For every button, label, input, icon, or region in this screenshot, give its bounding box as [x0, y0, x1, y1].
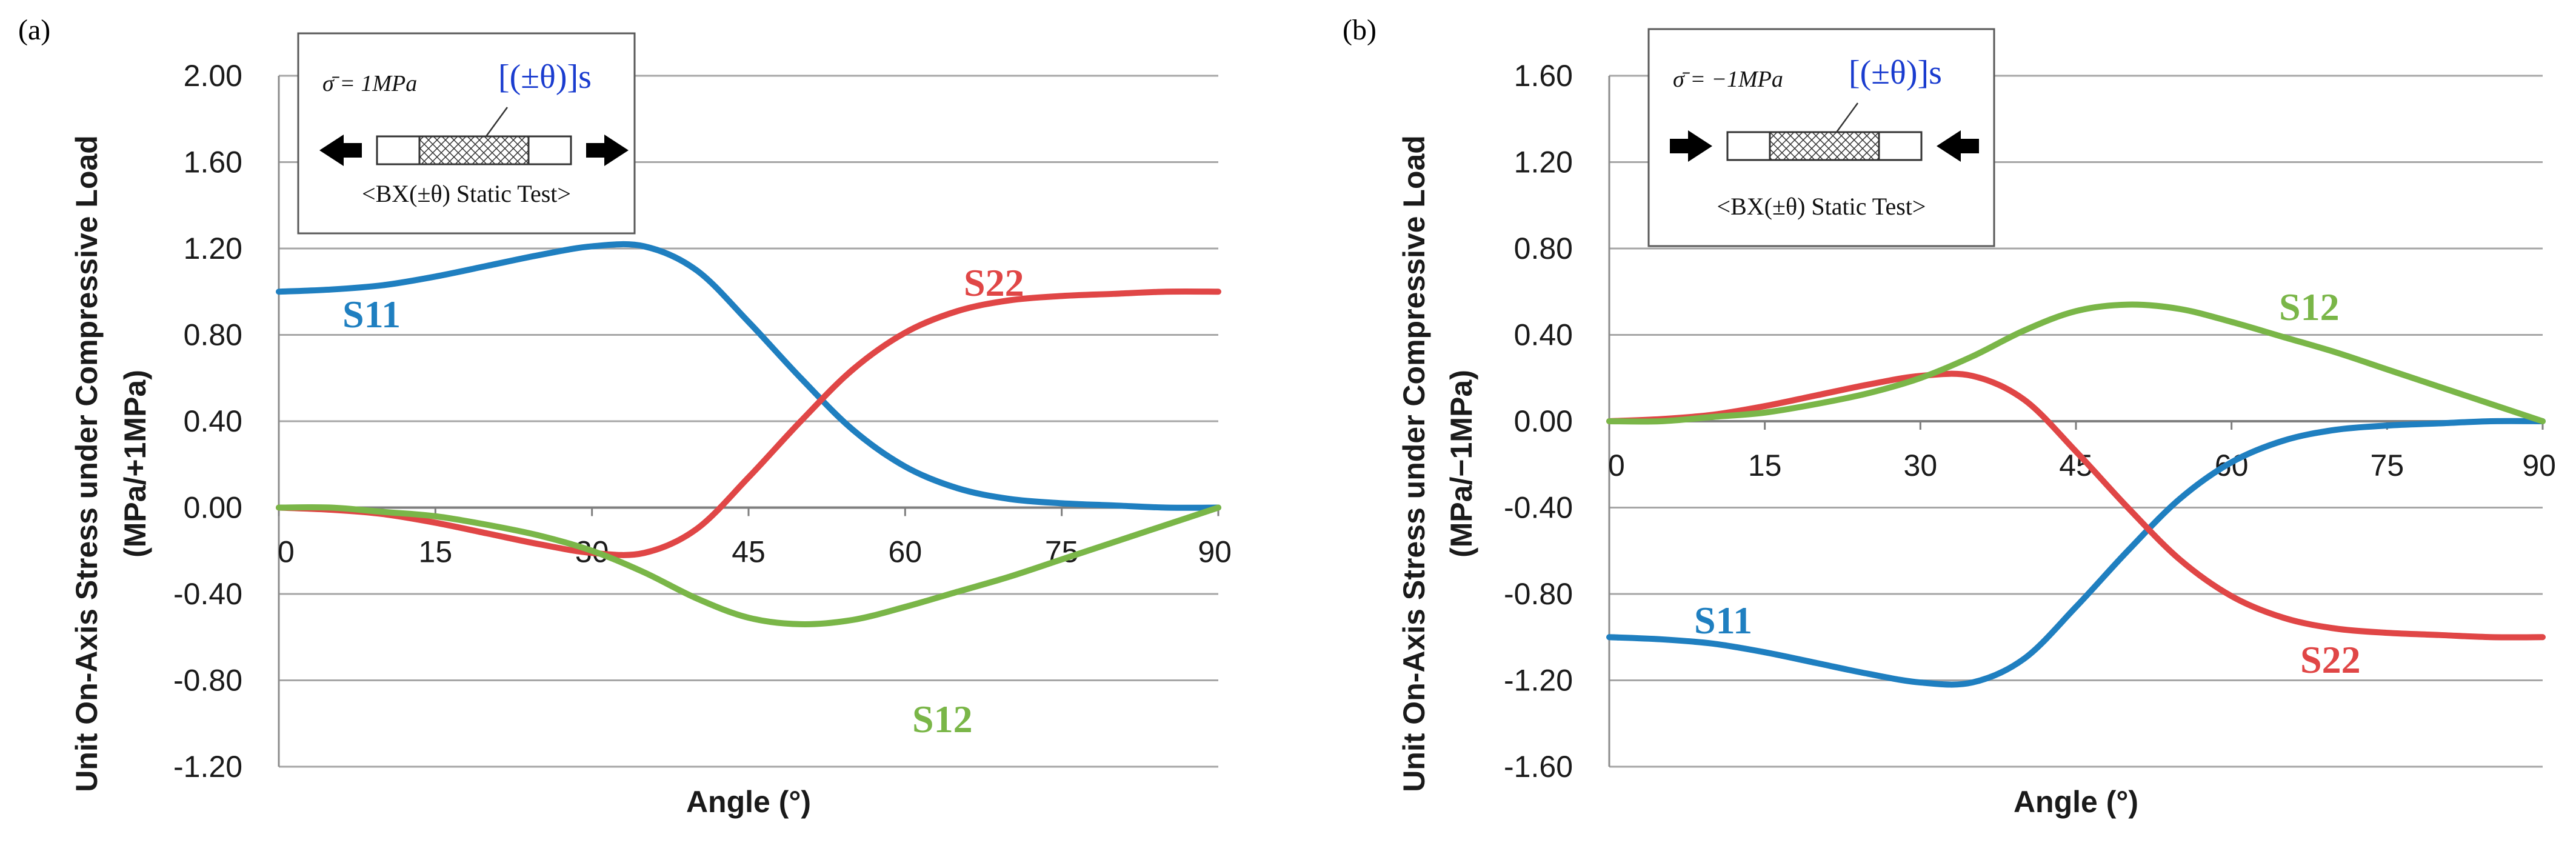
y-tick-label: 0.80	[184, 318, 242, 352]
y-axis-title: Unit On-Axis Stress under Compressive Lo…	[70, 135, 104, 792]
y-tick-label: 1.60	[1514, 59, 1573, 93]
series-label-s22: S22	[964, 261, 1024, 304]
y-tick-label: -1.20	[173, 750, 242, 784]
arrow-right-icon	[1670, 130, 1712, 162]
series-line-s22	[1606, 370, 2546, 641]
x-tick-label: 30	[1904, 449, 1938, 482]
x-tick-label: 90	[1198, 535, 1232, 569]
inset-stress-label: σ̄ = −1MPa	[1673, 67, 1783, 92]
inset-layup-label: [(±θ)]s	[1849, 54, 1942, 92]
series-line-s12	[276, 504, 1221, 627]
series-label-s22: S22	[2300, 638, 2361, 681]
arrow-right-icon	[586, 135, 629, 166]
x-tick-label: 75	[2371, 449, 2404, 482]
inset-stress-label: σ̄ = 1MPa	[322, 71, 417, 96]
series-line-s11	[276, 241, 1221, 511]
y-tick-label: -1.60	[1504, 750, 1573, 784]
x-tick-label: 0	[278, 535, 295, 569]
y-tick-label: 0.40	[184, 404, 242, 438]
series-label-s12: S12	[2279, 285, 2340, 328]
y-tick-label: 2.00	[184, 59, 242, 93]
x-tick-label: 45	[732, 535, 766, 569]
x-tick-label: 60	[889, 535, 923, 569]
specimen-laminate	[1769, 131, 1880, 161]
y-tick-label: -0.40	[1504, 491, 1573, 525]
y-tick-label: -0.80	[173, 664, 242, 698]
series-label-s11: S11	[342, 293, 401, 336]
y-tick-label: 0.80	[1514, 232, 1573, 265]
x-tick-label: 15	[419, 535, 453, 569]
layup-leader-line	[485, 107, 509, 137]
chart-panel-b: 1.60 1.20 0.80 0.40 0.00 -0.40 -0.80 -1.20 -1.60…	[1343, 14, 2556, 819]
y-axis-title-units: (MPa/−1MPa)	[1444, 370, 1478, 558]
y-tick-label: 0.40	[1514, 318, 1573, 352]
chart-panel-a: 2.00 1.60 1.20 0.80 0.40 0.00 -0.40 -0.80 -1.20 0…	[18, 14, 1232, 819]
y-tick-label: 1.60	[184, 145, 242, 179]
specimen-laminate	[418, 135, 530, 165]
arrow-left-icon	[1937, 130, 1979, 162]
y-tick-label: -0.40	[173, 577, 242, 611]
series-label-s12: S12	[912, 698, 973, 741]
y-tick-label: -0.80	[1504, 577, 1573, 611]
arrow-left-icon	[319, 135, 362, 166]
inset-test-label: <BX(±θ) Static Test>	[1717, 193, 1926, 220]
series-line-s22	[276, 288, 1221, 558]
x-tick-label: 0	[1608, 449, 1625, 482]
y-tick-label: -1.20	[1504, 664, 1573, 698]
y-tick-label: 0.00	[184, 491, 242, 525]
x-axis-title: Angle (°)	[686, 785, 811, 819]
panel-label: (a)	[18, 14, 50, 46]
series-line-s11	[1606, 418, 2546, 688]
inset-diagram: σ̄ = 1MPa [(±θ)]s <BX(±θ) Static Test>	[297, 32, 636, 235]
y-tick-label: 1.20	[1514, 145, 1573, 179]
inset-test-label: <BX(±θ) Static Test>	[362, 180, 571, 207]
y-tick-label: 0.00	[1514, 404, 1573, 438]
series-label-s11: S11	[1694, 599, 1752, 642]
x-tick-label: 90	[2522, 449, 2556, 482]
inset-frame	[297, 32, 636, 235]
x-tick-label: 15	[1748, 449, 1782, 482]
panel-label: (b)	[1343, 14, 1376, 46]
layup-leader-line	[1835, 102, 1859, 133]
inset-diagram: σ̄ = −1MPa [(±θ)]s <BX(±θ) Static Test>	[1647, 28, 1995, 247]
y-axis-title-units: (MPa/+1MPa)	[118, 370, 152, 558]
x-axis-title: Angle (°)	[2014, 785, 2138, 819]
y-axis-title: Unit On-Axis Stress under Compressive Lo…	[1397, 135, 1431, 792]
inset-layup-label: [(±θ)]s	[498, 58, 592, 96]
series-line-s12	[1606, 301, 2546, 425]
y-tick-label: 1.20	[184, 232, 242, 265]
